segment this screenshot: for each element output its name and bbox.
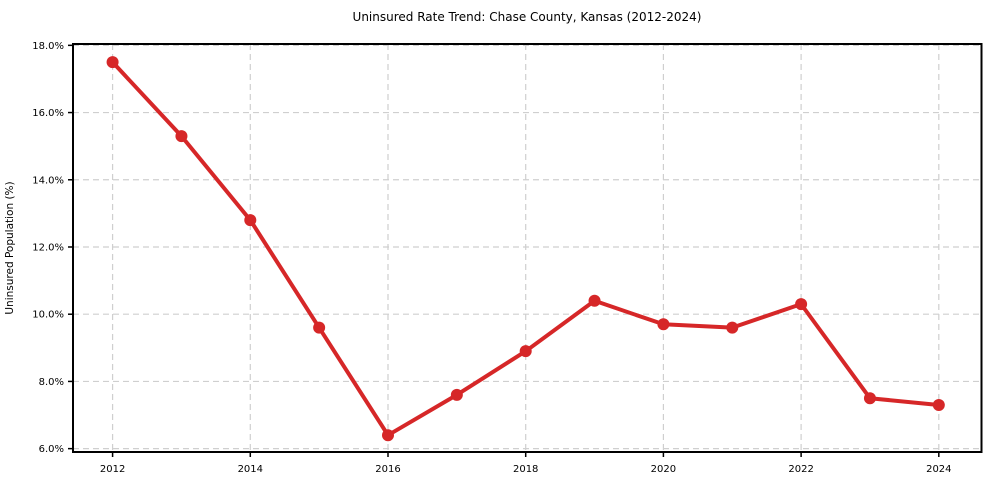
y-tick-label-6: 6.0% bbox=[39, 444, 64, 455]
y-axis-label: Uninsured Population (%) bbox=[4, 181, 16, 314]
x-tick-label-2014: 2014 bbox=[238, 464, 263, 475]
y-tick-label-14: 14.0% bbox=[32, 175, 64, 186]
data-point-2020 bbox=[657, 318, 670, 331]
x-tick-label-2016: 2016 bbox=[375, 464, 400, 475]
data-point-2023 bbox=[863, 392, 876, 405]
data-point-2019 bbox=[588, 294, 601, 307]
x-tick-label-2020: 2020 bbox=[651, 464, 676, 475]
y-tick-label-18: 18.0% bbox=[32, 41, 64, 52]
data-point-2017 bbox=[450, 388, 463, 401]
y-tick-label-12: 12.0% bbox=[32, 242, 64, 253]
x-tick-label-2018: 2018 bbox=[513, 464, 538, 475]
y-tick-label-16: 16.0% bbox=[32, 108, 64, 119]
data-point-2015 bbox=[313, 321, 326, 334]
data-point-2013 bbox=[175, 130, 188, 143]
tick-layer: 6.0% 8.0% 10.0% 12.0% 14.0% 16.0% 18.0% 2012 201… bbox=[32, 41, 951, 475]
x-tick-label-2022: 2022 bbox=[788, 464, 813, 475]
data-point-2021 bbox=[726, 321, 739, 334]
x-tick-label-2024: 2024 bbox=[926, 464, 951, 475]
data-point-2024 bbox=[932, 398, 945, 411]
data-point-2022 bbox=[795, 298, 808, 311]
plot-spines bbox=[72, 43, 983, 453]
axes-layer bbox=[72, 43, 983, 453]
data-point-2014 bbox=[244, 214, 257, 227]
data-point-2016 bbox=[381, 429, 394, 442]
chart-title: Uninsured Rate Trend: Chase County, Kans… bbox=[353, 10, 702, 24]
grid-layer bbox=[73, 44, 982, 452]
data-series-layer bbox=[106, 56, 945, 442]
data-point-2012 bbox=[106, 56, 119, 69]
y-tick-label-8: 8.0% bbox=[39, 377, 64, 388]
y-tick-label-10: 10.0% bbox=[32, 310, 64, 321]
data-point-2018 bbox=[519, 345, 532, 358]
x-tick-label-2012: 2012 bbox=[100, 464, 125, 475]
